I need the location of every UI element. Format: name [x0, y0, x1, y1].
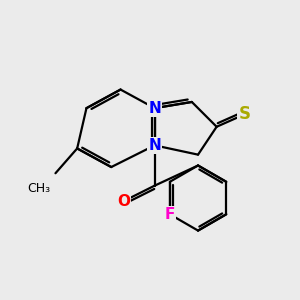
Text: O: O: [117, 194, 130, 208]
Text: CH₃: CH₃: [27, 182, 50, 195]
Text: S: S: [238, 105, 250, 123]
Text: F: F: [165, 207, 175, 222]
Text: N: N: [148, 138, 161, 153]
Text: N: N: [148, 101, 161, 116]
